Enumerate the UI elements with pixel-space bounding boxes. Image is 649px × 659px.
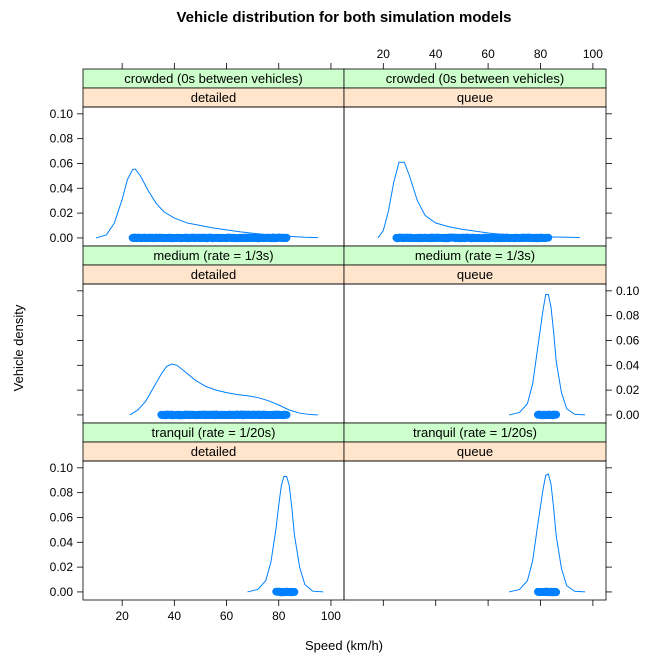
density-line — [95, 168, 318, 239]
rug-point — [552, 410, 561, 419]
rug-points — [157, 410, 291, 420]
density-line — [247, 476, 324, 593]
strip-outer-label: medium (rate = 1/3s) — [153, 248, 273, 263]
strip-outer-label: medium (rate = 1/3s) — [415, 248, 535, 263]
strip-outer-label: crowded (0s between vehicles) — [386, 71, 564, 86]
strip-inner-label: detailed — [191, 90, 237, 105]
y-tick-label: 0.04 — [50, 181, 74, 195]
y-tick-label: 0.08 — [50, 132, 74, 146]
x-tick-label: 20 — [115, 609, 129, 623]
strip-outer-label: crowded (0s between vehicles) — [124, 71, 302, 86]
density-line — [377, 161, 580, 239]
rug-point — [282, 233, 291, 242]
panel-frame — [343, 283, 607, 424]
y-axis-label: Vehicle density — [11, 304, 26, 391]
x-tick-label: 60 — [481, 47, 495, 61]
panel-frame — [343, 106, 607, 247]
y-tick-label: 0.02 — [616, 383, 640, 397]
y-tick-label: 0.08 — [616, 309, 640, 323]
x-tick-label: 100 — [321, 609, 341, 623]
rug-points — [128, 233, 291, 243]
strip-inner-label: queue — [457, 267, 493, 282]
panel-grid: crowded (0s between vehicles)detailedcro… — [82, 68, 607, 601]
x-tick-label: 80 — [534, 47, 548, 61]
rug-point — [544, 233, 553, 242]
density-line — [508, 294, 586, 416]
x-tick-label: 40 — [168, 609, 182, 623]
x-tick-label: 20 — [377, 47, 391, 61]
y-tick-label: 0.02 — [50, 206, 74, 220]
panel-frame — [82, 460, 345, 601]
x-tick-label: 100 — [583, 47, 603, 61]
density-line — [508, 473, 586, 593]
strip-inner-label: queue — [457, 444, 493, 459]
y-tick-label: 0.08 — [50, 486, 74, 500]
density-line — [129, 363, 318, 416]
rug-points — [272, 587, 299, 597]
y-tick-label: 0.02 — [50, 560, 74, 574]
axes: 20 20 40 40 60 60 80 80 100 100 0.00 0.00 0.00 0.02 0.… — [50, 47, 640, 623]
panel-frame — [82, 106, 345, 247]
rug-point — [282, 234, 290, 243]
rug-point — [290, 588, 299, 596]
rug-point — [282, 411, 291, 419]
panel-2: medium (rate = 1/3s) detailed — [82, 245, 345, 424]
rug-point — [552, 588, 561, 597]
panel-4: tranquil (rate = 1/20s) detailed — [82, 422, 345, 601]
strip-inner-label: detailed — [191, 444, 237, 459]
rug-points — [533, 410, 561, 420]
y-tick-label: 0.06 — [50, 156, 74, 170]
y-tick-label: 0.06 — [616, 333, 640, 347]
rug-points — [533, 587, 561, 597]
strip-inner-label: detailed — [191, 267, 237, 282]
y-tick-label: 0.06 — [50, 510, 74, 524]
panel-3: medium (rate = 1/3s) queue — [343, 245, 607, 424]
chart-title: Vehicle distribution for both simulation… — [176, 9, 511, 26]
y-tick-label: 0.00 — [616, 408, 640, 422]
panel-1: crowded (0s between vehicles) queue — [343, 68, 607, 247]
strip-inner-label: queue — [457, 90, 493, 105]
y-tick-label: 0.04 — [616, 358, 640, 372]
y-tick-label: 0.10 — [616, 284, 640, 298]
panel-frame — [82, 283, 345, 424]
y-tick-label: 0.00 — [50, 585, 74, 599]
x-tick-label: 60 — [220, 609, 234, 623]
rug-points — [392, 233, 553, 243]
y-tick-label: 0.00 — [50, 231, 74, 245]
panel-5: tranquil (rate = 1/20s) queue — [343, 422, 607, 601]
panel-0: crowded (0s between vehicles) detailed — [82, 68, 345, 247]
y-tick-label: 0.04 — [50, 535, 74, 549]
strip-outer-label: tranquil (rate = 1/20s) — [413, 425, 537, 440]
y-tick-label: 0.10 — [50, 461, 74, 475]
strip-outer-label: tranquil (rate = 1/20s) — [152, 425, 276, 440]
y-tick-label: 0.10 — [50, 107, 74, 121]
panel-frame — [343, 460, 607, 601]
x-tick-label: 40 — [429, 47, 443, 61]
x-axis-label: Speed (km/h) — [305, 638, 383, 653]
x-tick-label: 80 — [272, 609, 286, 623]
